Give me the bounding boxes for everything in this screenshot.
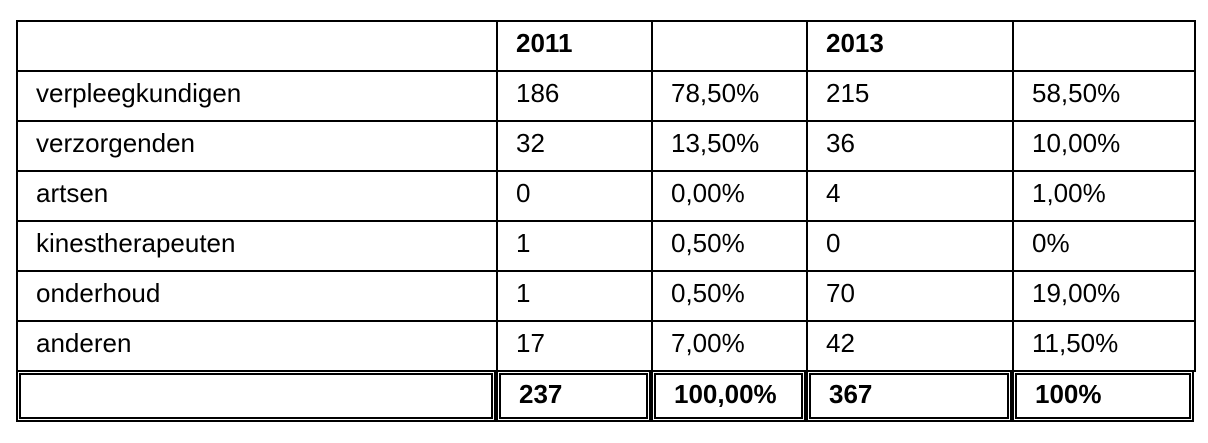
table-cell: 70 xyxy=(806,270,1014,322)
table-cell: 0,50% xyxy=(651,220,808,272)
table-row: onderhoud 1 0,50% 70 19,00% xyxy=(16,270,1196,322)
table-cell: anderen xyxy=(16,320,498,372)
table-cell: 1,00% xyxy=(1012,170,1196,222)
table-row: verpleegkundigen 186 78,50% 215 58,50% xyxy=(16,70,1196,122)
table-cell: 36 xyxy=(806,120,1014,172)
header-cell xyxy=(1012,20,1196,72)
table-cell: verpleegkundigen xyxy=(16,70,498,122)
table-cell: verzorgenden xyxy=(16,120,498,172)
total-cell: 100% xyxy=(1012,370,1194,422)
total-cell: 367 xyxy=(806,370,1012,422)
table-cell: 17 xyxy=(496,320,653,372)
table-row: verzorgenden 32 13,50% 36 10,00% xyxy=(16,120,1196,172)
data-table: 2011 2013 verpleegkundigen 186 78,50% 215 58,5… xyxy=(16,20,1196,372)
table-cell: 0% xyxy=(1012,220,1196,272)
header-cell: 2011 xyxy=(496,20,653,72)
total-table: 237 100,00% 367 100% xyxy=(16,370,1194,422)
header-cell xyxy=(651,20,808,72)
total-row: 237 100,00% 367 100% xyxy=(16,370,1194,422)
table-cell: 32 xyxy=(496,120,653,172)
table-cell: onderhoud xyxy=(16,270,498,322)
table-cell: 58,50% xyxy=(1012,70,1196,122)
table-cell: 0 xyxy=(496,170,653,222)
table-cell: 19,00% xyxy=(1012,270,1196,322)
table-cell: kinestherapeuten xyxy=(16,220,498,272)
table-row: anderen 17 7,00% 42 11,50% xyxy=(16,320,1196,372)
table-cell: 7,00% xyxy=(651,320,808,372)
table-cell: 42 xyxy=(806,320,1014,372)
header-cell: 2013 xyxy=(806,20,1014,72)
table-cell: 4 xyxy=(806,170,1014,222)
table-cell: 0,00% xyxy=(651,170,808,222)
table-cell: 1 xyxy=(496,270,653,322)
total-cell: 100,00% xyxy=(651,370,806,422)
table-cell: 13,50% xyxy=(651,120,808,172)
table-row: artsen 0 0,00% 4 1,00% xyxy=(16,170,1196,222)
table-cell: 1 xyxy=(496,220,653,272)
header-cell xyxy=(16,20,498,72)
table-cell: 78,50% xyxy=(651,70,808,122)
table-cell: 11,50% xyxy=(1012,320,1196,372)
total-cell xyxy=(16,370,496,422)
table-cell: 186 xyxy=(496,70,653,122)
table-cell: 215 xyxy=(806,70,1014,122)
table-cell: 0 xyxy=(806,220,1014,272)
header-row: 2011 2013 xyxy=(16,20,1196,72)
table-row: kinestherapeuten 1 0,50% 0 0% xyxy=(16,220,1196,272)
table-cell: artsen xyxy=(16,170,498,222)
total-cell: 237 xyxy=(496,370,651,422)
table-cell: 0,50% xyxy=(651,270,808,322)
table-cell: 10,00% xyxy=(1012,120,1196,172)
